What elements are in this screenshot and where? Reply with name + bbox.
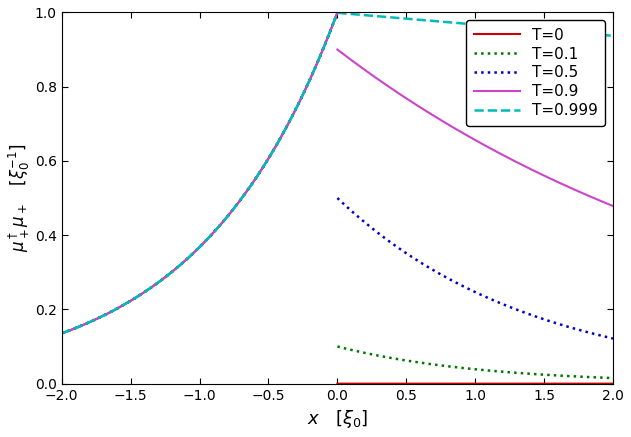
T=0.5 [610, 336, 617, 341]
T=0.1 [513, 370, 521, 375]
T=0.1 [499, 369, 507, 375]
T=0.9 [334, 47, 341, 52]
Y-axis label: $\mu_+^\dagger \mu_+$   $[\xi_0^{-1}]$: $\mu_+^\dagger \mu_+$ $[\xi_0^{-1}]$ [7, 144, 32, 253]
T=0.999 [610, 33, 617, 38]
T=0.5 [540, 316, 547, 322]
T=0.1 [334, 344, 341, 349]
Legend: T=0, T=0.1, T=0.5, T=0.9, T=0.999: T=0, T=0.1, T=0.5, T=0.9, T=0.999 [466, 20, 606, 126]
T=0.999 [384, 14, 391, 20]
T=0 [439, 381, 447, 386]
T=0.5 [560, 323, 568, 328]
T=0.9 [560, 182, 568, 187]
T=0.9 [513, 160, 521, 165]
Line: T=0.5: T=0.5 [338, 198, 613, 339]
T=0.5 [334, 195, 341, 201]
T=0.999 [560, 29, 568, 35]
T=0 [560, 381, 568, 386]
T=0.5 [439, 273, 447, 278]
T=0 [499, 381, 507, 386]
T=0.1 [439, 363, 447, 368]
T=0 [384, 381, 391, 386]
T=0.5 [499, 302, 507, 307]
T=0.9 [540, 173, 547, 178]
T=0 [540, 381, 547, 386]
Line: T=0.1: T=0.1 [338, 347, 613, 378]
T=0.1 [610, 375, 617, 381]
T=0.5 [384, 237, 391, 243]
T=0.999 [334, 10, 341, 15]
T=0.5 [513, 307, 521, 312]
Line: T=0.999: T=0.999 [338, 13, 613, 36]
T=0.1 [540, 372, 547, 377]
T=0.9 [499, 153, 507, 158]
T=0 [513, 381, 521, 386]
T=0.1 [560, 373, 568, 378]
X-axis label: $x$   $[\xi_0]$: $x$ $[\xi_0]$ [307, 408, 368, 430]
T=0.999 [540, 28, 547, 33]
Line: T=0.9: T=0.9 [338, 49, 613, 206]
T=0 [610, 381, 617, 386]
T=0.999 [439, 19, 447, 24]
T=0.9 [610, 204, 617, 209]
T=0 [334, 381, 341, 386]
T=0.999 [499, 24, 507, 29]
T=0.999 [513, 25, 521, 31]
T=0.9 [439, 118, 447, 124]
T=0.9 [384, 83, 391, 88]
T=0.1 [384, 355, 391, 360]
